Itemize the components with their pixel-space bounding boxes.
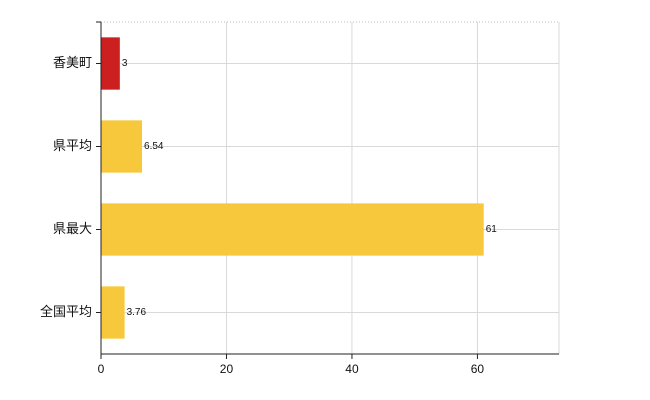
x-tick-label-1: 20 <box>220 362 234 376</box>
bar-2 <box>101 203 484 256</box>
category-label-1: 県平均 <box>53 139 92 154</box>
x-tick-label-3: 60 <box>471 362 485 376</box>
value-label-3: 3.76 <box>127 307 147 318</box>
x-tick-label-2: 40 <box>345 362 359 376</box>
x-tick-label-0: 0 <box>98 362 105 376</box>
bars <box>101 37 484 339</box>
bar-3 <box>101 286 125 339</box>
category-label-3: 全国平均 <box>40 304 92 320</box>
category-label-0: 香美町 <box>53 56 92 71</box>
value-label-1: 6.54 <box>144 141 164 152</box>
bar-1 <box>101 120 143 173</box>
category-label-2: 県最大 <box>53 222 92 237</box>
grid-lines <box>101 21 560 354</box>
value-label-2: 61 <box>486 224 498 235</box>
labels: 香美町 3 県平均 6.54 県最大 61 全国平均 3.76 0 20 40 60 <box>40 56 497 376</box>
axes <box>96 21 559 359</box>
bar-0 <box>101 37 120 90</box>
value-label-0: 3 <box>122 58 128 69</box>
